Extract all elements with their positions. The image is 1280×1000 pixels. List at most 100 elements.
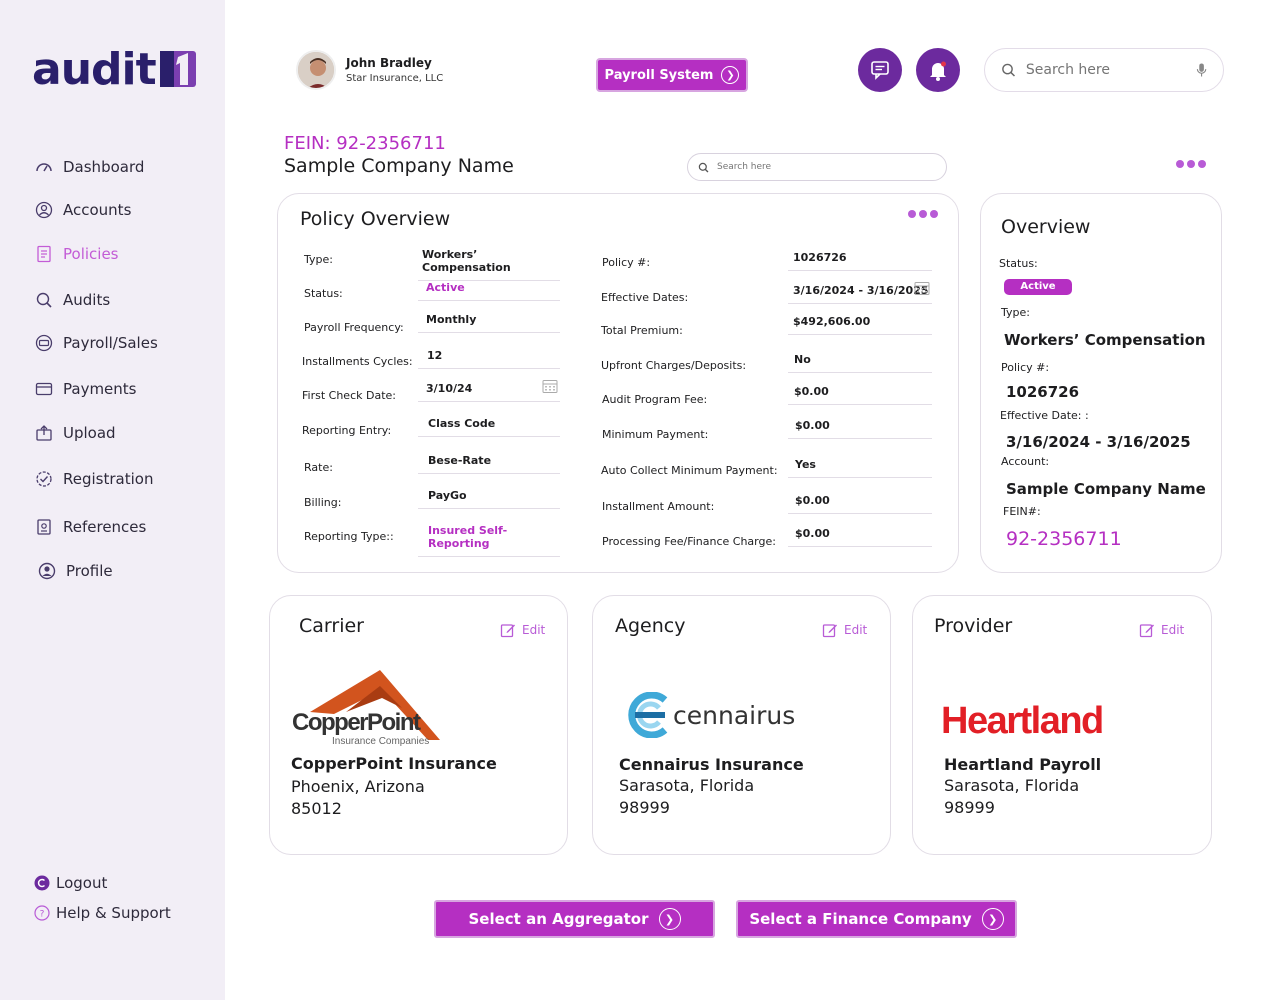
- copperpoint-logo: CopperPoint Insurance Companies: [292, 670, 440, 747]
- arrow-right-icon: ❯: [981, 908, 1004, 930]
- total-premium-value: $492,606.00: [788, 315, 932, 335]
- carrier-edit-button[interactable]: Edit: [500, 622, 545, 638]
- logout-icon: [34, 873, 50, 893]
- audit-logo[interactable]: audit: [32, 43, 198, 95]
- effective-dates-value: 3/16/2024 - 3/16/2025: [793, 284, 929, 297]
- calendar-icon[interactable]: [914, 280, 930, 296]
- avatar: [296, 50, 336, 90]
- overview-account-value: Sample Company Name: [1006, 480, 1206, 498]
- sidebar-item-references[interactable]: References: [34, 516, 146, 538]
- sidebar-item-dashboard[interactable]: Dashboard: [34, 156, 144, 178]
- type-value: Workers’ Compensation: [418, 248, 560, 281]
- upfront-charges-label: Upfront Charges/Deposits:: [601, 359, 747, 372]
- avatar-photo-icon: [298, 52, 334, 88]
- overview-type-value: Workers’ Compensation: [1004, 331, 1206, 349]
- sidebar-item-profile[interactable]: Profile: [37, 560, 113, 582]
- logo-mark-icon: [159, 51, 196, 87]
- microphone-icon[interactable]: [1196, 62, 1207, 78]
- payroll-system-button[interactable]: Payroll System ❯: [596, 58, 748, 92]
- dot: [1176, 160, 1184, 168]
- carrier-edit-label: Edit: [522, 623, 546, 637]
- status-value: Active: [418, 281, 560, 301]
- overview-account-label: Account:: [1001, 455, 1050, 468]
- billing-label: Billing:: [304, 496, 342, 509]
- provider-edit-button[interactable]: Edit: [1139, 622, 1184, 638]
- provider-edit-label: Edit: [1161, 623, 1185, 637]
- provider-name: Heartland Payroll: [944, 755, 1102, 774]
- payroll-frequency-label: Payroll Frequency:: [304, 321, 404, 334]
- installment-amount-value: $0.00: [788, 494, 932, 514]
- reference-icon: [34, 517, 54, 537]
- carrier-name: CopperPoint Insurance: [291, 754, 497, 773]
- provider-title: Provider: [934, 615, 1013, 637]
- sidebar-item-payroll-sales[interactable]: Payroll/Sales: [34, 332, 158, 354]
- overview-fein-value: 92-2356711: [1006, 528, 1122, 550]
- sidebar-item-registration[interactable]: Registration: [34, 468, 153, 490]
- policy-overview-title: Policy Overview: [300, 208, 451, 230]
- sidebar-item-policies[interactable]: Policies: [34, 243, 118, 265]
- logo-text: audit: [32, 43, 157, 95]
- calendar-icon[interactable]: [542, 378, 558, 394]
- sidebar-item-label: Policies: [63, 245, 119, 263]
- edit-icon: [500, 624, 515, 638]
- first-check-date-field[interactable]: 3/10/24: [418, 380, 560, 402]
- company-search[interactable]: [687, 153, 947, 181]
- agency-card: Agency Edit cennairus Cennairus Insuranc…: [592, 595, 891, 855]
- installments-cycles-label: Installments Cycles:: [302, 355, 413, 368]
- total-premium-label: Total Premium:: [601, 324, 683, 337]
- global-search-input[interactable]: [1025, 62, 1176, 78]
- sidebar-item-label: Registration: [63, 470, 154, 488]
- type-label: Type:: [304, 253, 333, 266]
- help-support-link[interactable]: ? Help & Support: [34, 902, 171, 924]
- select-finance-company-button[interactable]: Select a Finance Company ❯: [736, 900, 1017, 938]
- sidebar-item-audits[interactable]: Audits: [34, 289, 110, 311]
- logout-link[interactable]: Logout: [34, 872, 171, 894]
- sidebar-item-label: Profile: [66, 562, 113, 580]
- overview-policy-value: 1026726: [1006, 383, 1080, 401]
- user-profile[interactable]: John Bradley Star Insurance, LLC: [296, 50, 443, 90]
- search-icon: [1002, 63, 1015, 77]
- agency-edit-button[interactable]: Edit: [822, 622, 867, 638]
- policy-number-value: 1026726: [788, 251, 932, 271]
- audit-program-fee-value: $0.00: [788, 385, 932, 405]
- company-more-menu[interactable]: [1176, 160, 1206, 168]
- overview-title: Overview: [1001, 216, 1091, 238]
- upfront-charges-value: No: [788, 353, 932, 373]
- carrier-title: Carrier: [299, 615, 364, 637]
- agency-title: Agency: [615, 615, 686, 637]
- carrier-zip: 85012: [291, 799, 342, 818]
- sidebar-item-accounts[interactable]: Accounts: [34, 199, 131, 221]
- sidebar-item-upload[interactable]: Upload: [34, 422, 116, 444]
- provider-city: Sarasota, Florida: [944, 776, 1080, 795]
- overview-type-label: Type:: [1001, 306, 1030, 319]
- minimum-payment-label: Minimum Payment:: [602, 428, 709, 441]
- overview-status-label: Status:: [999, 257, 1038, 270]
- sidebar-item-payments[interactable]: Payments: [34, 378, 136, 400]
- sidebar-item-label: Payroll/Sales: [63, 334, 158, 352]
- installments-cycles-value: 12: [418, 349, 560, 369]
- overview-effective-value: 3/16/2024 - 3/16/2025: [1006, 433, 1191, 451]
- overview-policy-label: Policy #:: [1001, 361, 1050, 374]
- first-check-date-value: 3/10/24: [426, 382, 473, 395]
- first-check-date-label: First Check Date:: [302, 389, 396, 402]
- effective-dates-field[interactable]: 3/16/2024 - 3/16/2025: [788, 282, 932, 304]
- global-search[interactable]: [984, 48, 1224, 92]
- company-search-input[interactable]: [717, 162, 917, 172]
- profile-icon: [37, 561, 57, 581]
- agency-edit-label: Edit: [844, 623, 868, 637]
- user-circle-icon: [34, 200, 54, 220]
- installment-amount-label: Installment Amount:: [602, 500, 715, 513]
- user-company: Star Insurance, LLC: [346, 73, 444, 84]
- select-aggregator-button[interactable]: Select an Aggregator ❯: [434, 900, 715, 938]
- svg-text:?: ?: [40, 910, 45, 920]
- document-list-icon: [34, 244, 54, 264]
- auto-collect-value: Yes: [788, 458, 932, 478]
- policy-overview-more-menu[interactable]: [908, 210, 938, 218]
- copperpoint-logo-subtext: Insurance Companies: [332, 736, 429, 747]
- rate-value: Bese-Rate: [418, 454, 560, 474]
- dot: [930, 210, 938, 218]
- messages-button[interactable]: [858, 48, 902, 92]
- notifications-button[interactable]: [916, 48, 960, 92]
- badge-check-icon: [34, 469, 54, 489]
- heartland-logo-text: Heartland: [941, 700, 1103, 739]
